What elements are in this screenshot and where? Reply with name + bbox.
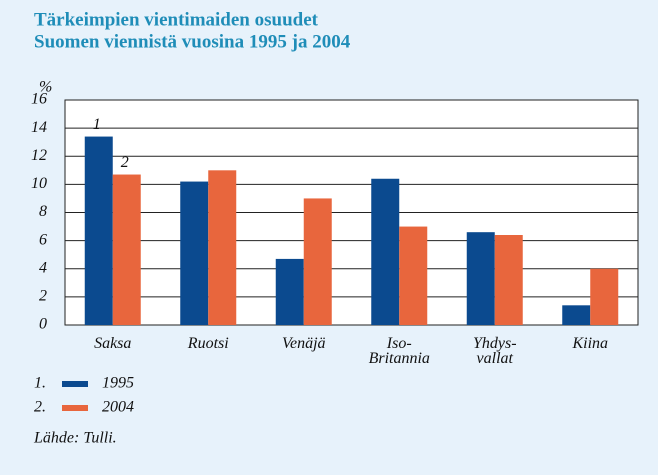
legend-tag: 2. bbox=[34, 399, 46, 416]
x-tick-label: Ruotsi bbox=[187, 335, 229, 352]
x-tick-label: Saksa bbox=[94, 335, 132, 352]
bar bbox=[466, 232, 495, 325]
y-tick-label: 10 bbox=[31, 175, 47, 192]
chart-subtitle: Suomen viennistä vuosina 1995 ja 2004 bbox=[34, 31, 351, 52]
y-tick-label: 4 bbox=[39, 259, 47, 276]
source: Lähde: Tulli. bbox=[33, 430, 117, 447]
y-axis-label: % bbox=[39, 79, 52, 96]
x-tick-label: Kiina bbox=[572, 335, 609, 352]
y-tick-label: 16 bbox=[31, 91, 47, 108]
y-tick-label: 14 bbox=[31, 119, 47, 136]
bar bbox=[180, 181, 209, 325]
bar-tag: 1 bbox=[93, 116, 101, 133]
x-tick-label: Iso- Britannia bbox=[368, 335, 430, 367]
legend-swatch bbox=[62, 405, 88, 411]
bar bbox=[590, 268, 619, 325]
bar bbox=[371, 178, 400, 325]
x-tick-label: Venäjä bbox=[281, 335, 326, 352]
bar bbox=[494, 235, 523, 325]
bar bbox=[399, 226, 428, 325]
bar bbox=[84, 136, 113, 325]
y-tick-label: 12 bbox=[31, 147, 47, 164]
legend-label: 2004 bbox=[102, 399, 134, 416]
y-tick-label: 6 bbox=[39, 231, 47, 248]
bar-tag: 2 bbox=[121, 154, 129, 171]
bar bbox=[562, 305, 591, 325]
bar bbox=[275, 258, 304, 325]
legend-tag: 1. bbox=[34, 375, 46, 392]
y-tick-label: 0 bbox=[39, 316, 47, 333]
y-tick-label: 8 bbox=[39, 203, 47, 220]
legend-label: 1995 bbox=[102, 375, 134, 392]
bar bbox=[208, 170, 237, 325]
y-tick-label: 2 bbox=[39, 288, 47, 305]
bar bbox=[303, 198, 332, 325]
bar bbox=[112, 174, 141, 325]
chart-title: Tärkeimpien vientimaiden osuudet bbox=[34, 9, 319, 30]
x-tick-label: Yhdys- vallat bbox=[472, 335, 517, 367]
legend-swatch bbox=[62, 381, 88, 387]
